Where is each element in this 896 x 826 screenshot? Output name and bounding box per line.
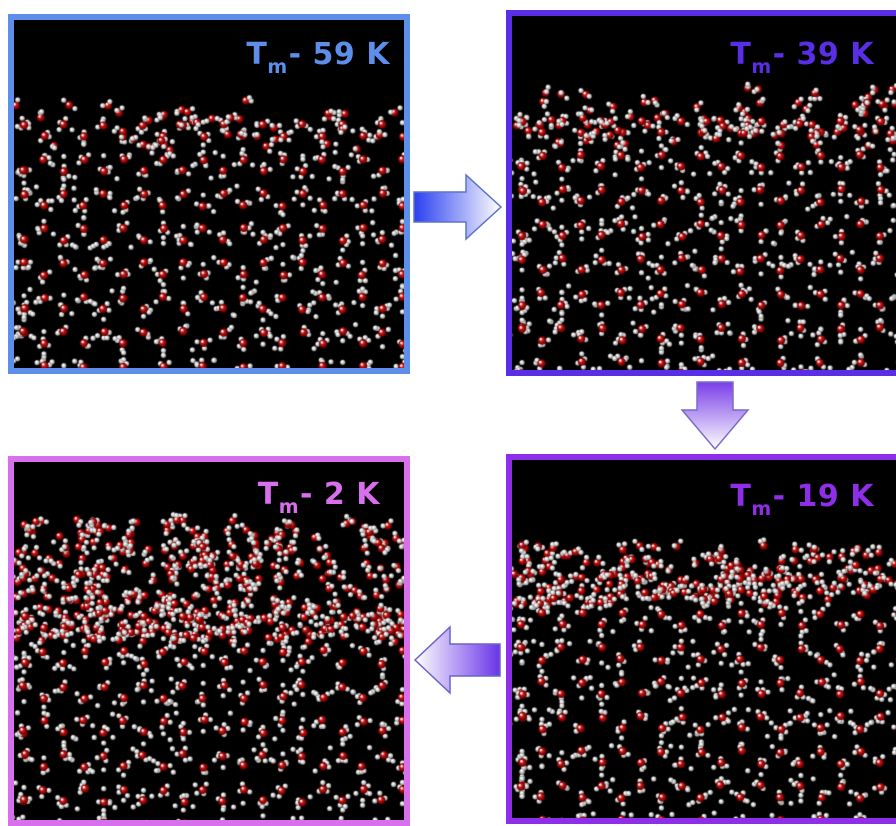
arrow-right	[413, 173, 503, 241]
ice-structure-render	[512, 460, 896, 818]
panel-tm-39k: Tm- 39 K	[506, 10, 896, 376]
temperature-label: Tm- 2 K	[257, 477, 380, 518]
ice-structure-render	[14, 462, 404, 820]
temperature-label: Tm- 39 K	[730, 37, 874, 78]
ice-structure-render	[14, 20, 404, 368]
arrow-left	[413, 625, 501, 695]
temperature-label: Tm- 19 K	[730, 479, 874, 520]
panel-tm-19k: Tm- 19 K	[506, 454, 896, 824]
panel-tm-2k: Tm- 2 K	[8, 456, 410, 826]
arrow-down	[680, 381, 750, 451]
ice-structure-render	[512, 16, 896, 370]
panel-tm-59k: Tm- 59 K	[8, 14, 410, 374]
temperature-label: Tm- 59 K	[246, 37, 390, 78]
